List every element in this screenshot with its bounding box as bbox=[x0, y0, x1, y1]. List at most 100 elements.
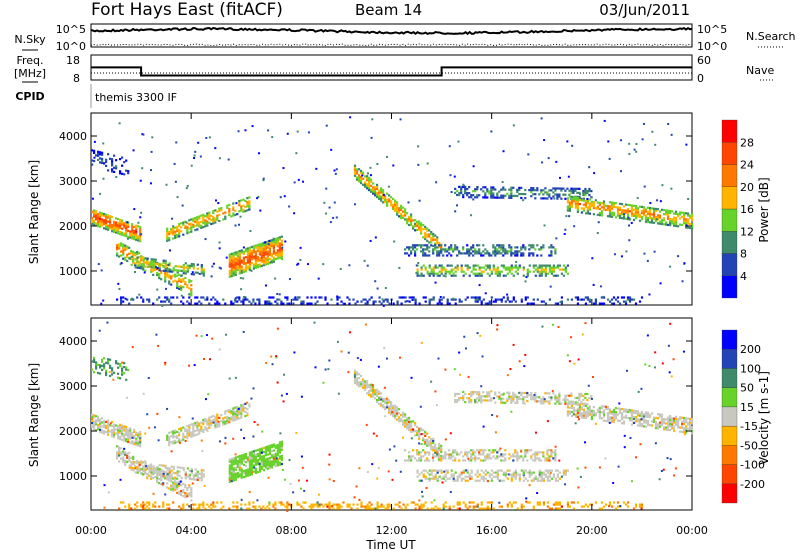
power-cell bbox=[152, 269, 155, 272]
velocity-cell bbox=[432, 449, 435, 452]
velocity-cell bbox=[614, 407, 618, 410]
velocity-cell bbox=[510, 395, 513, 398]
power-cell bbox=[430, 239, 433, 242]
power-cell bbox=[490, 186, 493, 189]
power-cell bbox=[125, 223, 128, 226]
power-cell bbox=[598, 207, 601, 211]
power-cell bbox=[115, 167, 118, 170]
power-cell bbox=[135, 226, 138, 229]
velocity-cell bbox=[444, 451, 447, 454]
power-cell bbox=[250, 302, 253, 305]
velocity-cell bbox=[236, 476, 239, 479]
power-cell bbox=[174, 265, 177, 268]
power-cell bbox=[216, 216, 219, 219]
velocity-cell bbox=[374, 397, 377, 400]
velocity-cell bbox=[679, 430, 682, 433]
velocity-cell bbox=[402, 419, 405, 422]
power-cell bbox=[93, 211, 96, 214]
velocity-cell bbox=[546, 453, 549, 456]
power-cell bbox=[536, 187, 539, 190]
velocity-cell bbox=[105, 420, 108, 423]
power-cell bbox=[226, 206, 229, 209]
power-cell bbox=[129, 230, 132, 233]
power-cell bbox=[172, 233, 175, 236]
power-cell bbox=[474, 272, 477, 275]
velocity-cell bbox=[380, 392, 383, 395]
velocity-cell bbox=[663, 426, 666, 429]
power-cell bbox=[354, 302, 357, 305]
power-cell bbox=[669, 218, 672, 221]
velocity-cell bbox=[614, 415, 618, 418]
power-cell bbox=[430, 237, 433, 240]
power-cell bbox=[150, 260, 153, 263]
power-cell bbox=[172, 268, 175, 272]
power-cell bbox=[158, 267, 161, 270]
velocity-cell bbox=[123, 433, 126, 436]
velocity-cell bbox=[580, 416, 583, 419]
velocity-cell bbox=[105, 369, 108, 372]
power-cell bbox=[109, 225, 112, 228]
power-cell bbox=[649, 202, 652, 205]
velocity-cell bbox=[534, 398, 537, 401]
velocity-cell bbox=[127, 434, 130, 437]
power-cell bbox=[266, 300, 269, 303]
velocity-cell bbox=[246, 468, 249, 471]
power-cell bbox=[113, 226, 116, 229]
power-cell bbox=[172, 266, 175, 269]
velocity-cell bbox=[376, 401, 379, 404]
power-cell bbox=[574, 296, 577, 299]
velocity-cell bbox=[188, 469, 191, 472]
velocity-cell bbox=[144, 503, 147, 506]
velocity-cell bbox=[280, 454, 283, 457]
velocity-cell bbox=[184, 429, 187, 432]
velocity-cell bbox=[380, 396, 383, 399]
nsky-label: N.Sky bbox=[14, 33, 46, 46]
power-cell bbox=[101, 222, 104, 225]
power-cell bbox=[239, 215, 242, 218]
velocity-cell bbox=[276, 462, 279, 465]
power-cell bbox=[675, 212, 678, 215]
velocity-cell bbox=[428, 444, 431, 447]
power-cell bbox=[227, 158, 230, 161]
velocity-cell bbox=[468, 393, 471, 396]
power-cell bbox=[582, 197, 585, 200]
power-cell bbox=[598, 214, 601, 217]
power-cell bbox=[200, 272, 203, 275]
power-cell bbox=[574, 198, 577, 201]
power-cell bbox=[100, 302, 103, 305]
power-cell bbox=[256, 298, 259, 301]
velocity-cell bbox=[125, 368, 128, 371]
power-cell bbox=[669, 220, 672, 223]
power-cell bbox=[687, 220, 690, 223]
velocity-cell bbox=[268, 448, 271, 451]
power-cell bbox=[130, 249, 133, 252]
power-cell bbox=[238, 252, 241, 255]
velocity-cell bbox=[478, 399, 481, 402]
power-cell bbox=[510, 248, 513, 251]
velocity-cell bbox=[128, 505, 131, 508]
velocity-cell bbox=[378, 392, 381, 395]
power-cell bbox=[656, 218, 660, 221]
velocity-cell bbox=[174, 441, 177, 444]
velocity-cell bbox=[398, 412, 401, 415]
velocity-cell bbox=[428, 453, 431, 456]
velocity-cell bbox=[496, 457, 499, 460]
power-cell bbox=[468, 274, 471, 277]
power-cell bbox=[184, 270, 187, 273]
power-cell bbox=[168, 239, 171, 242]
velocity-cell bbox=[188, 475, 191, 478]
power-cell bbox=[691, 227, 694, 230]
velocity-cell bbox=[123, 435, 126, 438]
power-cell bbox=[636, 197, 639, 200]
velocity-cell bbox=[204, 420, 207, 423]
velocity-cell bbox=[438, 469, 441, 472]
power-cell bbox=[270, 239, 273, 242]
power-cell bbox=[603, 119, 606, 122]
velocity-cell bbox=[638, 420, 642, 423]
power-cell bbox=[232, 256, 235, 259]
velocity-cell bbox=[572, 409, 575, 412]
velocity-cell bbox=[120, 451, 123, 454]
velocity-cell bbox=[432, 447, 435, 451]
power-cell bbox=[646, 216, 650, 219]
power-cell bbox=[362, 177, 365, 180]
